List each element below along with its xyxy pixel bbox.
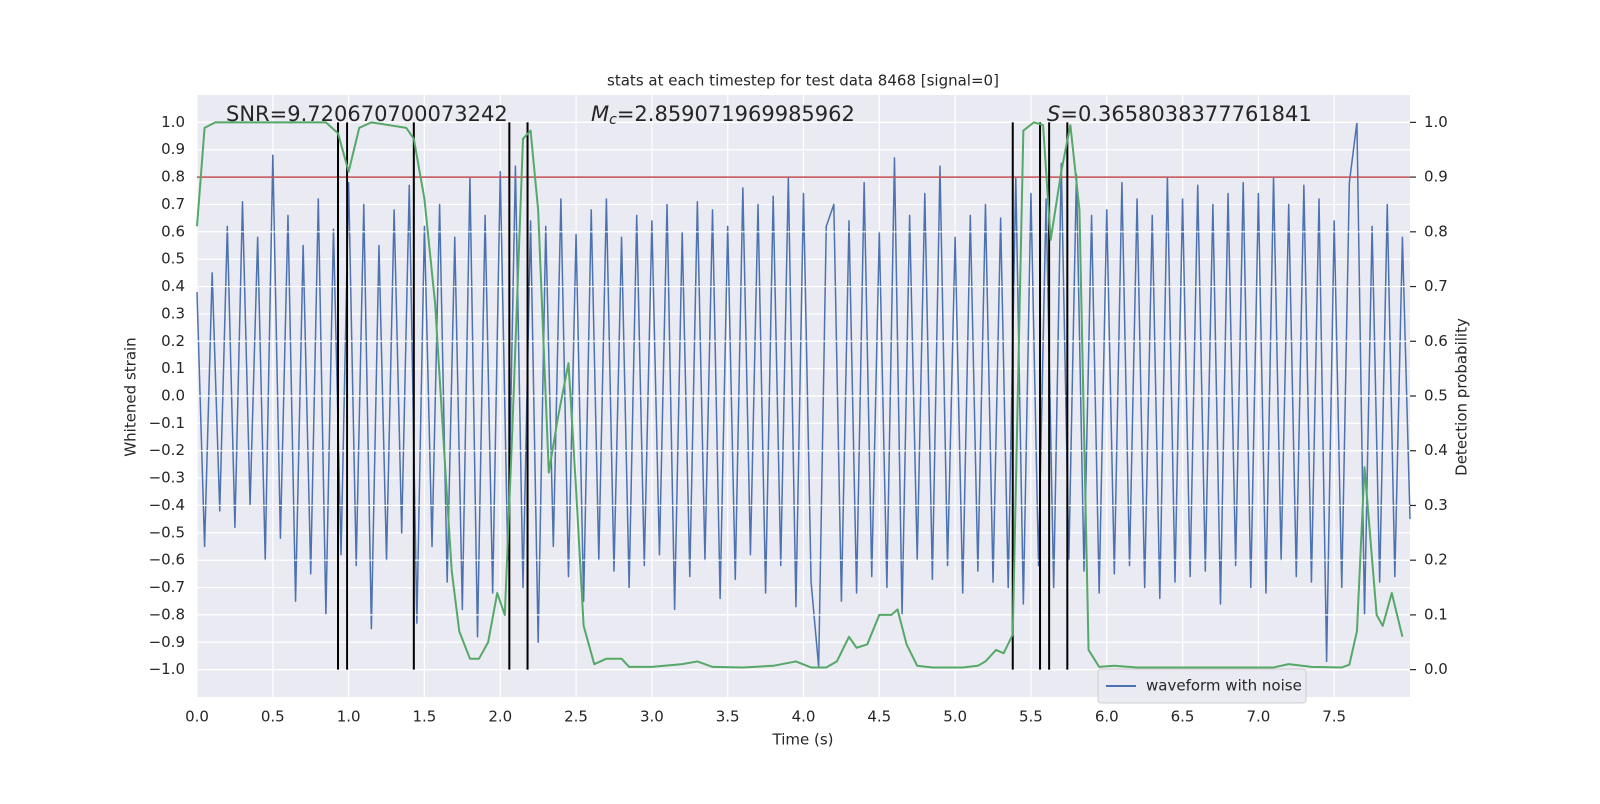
annotation-symbol: S <box>1047 102 1060 126</box>
y-tick-label: 0.9 <box>161 140 185 158</box>
y-tick-label: −0.7 <box>149 578 185 596</box>
annotation: Mc=2.859071969985962 <box>591 102 855 128</box>
y-tick-label: 0.8 <box>161 168 185 186</box>
y2-tick-label: 0.4 <box>1424 441 1448 459</box>
series-line <box>196 121 1404 669</box>
y-tick-label: 0.7 <box>161 195 185 213</box>
x-tick-label: 3.5 <box>716 708 740 726</box>
y2-tick-label: 1.0 <box>1424 113 1448 131</box>
x-tick-label: 6.0 <box>1095 708 1119 726</box>
x-tick-label: 5.5 <box>1019 708 1043 726</box>
y-tick-label: −0.4 <box>149 496 185 514</box>
y2-tick-label: 0.6 <box>1424 332 1448 350</box>
twin-layer <box>196 121 1410 671</box>
annotation-text: =2.859071969985962 <box>617 102 855 126</box>
x-tick-label: 2.0 <box>488 708 512 726</box>
y2-tick-label: 0.1 <box>1424 605 1448 623</box>
y-tick-label: −1.0 <box>149 660 185 678</box>
legend-box <box>1097 668 1307 704</box>
waveform-layer <box>196 121 1411 668</box>
x-tick-label: 6.5 <box>1171 708 1195 726</box>
y-tick-label: −0.3 <box>149 469 185 487</box>
y-tick-label: 0.5 <box>161 250 185 268</box>
y2-tick-label: 0.2 <box>1424 551 1448 569</box>
chart-title: stats at each timestep for test data 846… <box>607 72 999 90</box>
x-tick-label: 1.5 <box>413 708 437 726</box>
x-axis-label: Time (s) <box>772 731 834 749</box>
annotation-subscript: c <box>609 112 617 128</box>
x-tick-label: 4.0 <box>792 708 816 726</box>
y-tick-label: −0.8 <box>149 605 185 623</box>
x-tick-label: 0.0 <box>185 708 209 726</box>
y2-tick-label: 0.0 <box>1424 660 1448 678</box>
y-tick-label: 0.0 <box>161 387 185 405</box>
x-tick-label: 3.0 <box>640 708 664 726</box>
x-tick-label: 0.5 <box>261 708 285 726</box>
y-tick-label: 0.1 <box>161 359 185 377</box>
y2-tick-label: 0.5 <box>1424 387 1448 405</box>
x-tick-label: 1.0 <box>337 708 361 726</box>
x-tick-label: 7.0 <box>1246 708 1270 726</box>
y-tick-label: −0.6 <box>149 551 185 569</box>
y-tick-label: 0.4 <box>161 277 185 295</box>
y2-tick-label: 0.8 <box>1424 222 1448 240</box>
x-tick-label: 5.0 <box>943 708 967 726</box>
y2-tick-label: 0.7 <box>1424 277 1448 295</box>
y-tick-label: −0.2 <box>149 441 185 459</box>
series-line <box>196 121 1411 668</box>
legend-label: waveform with noise <box>1146 677 1302 695</box>
y-tick-label: 0.2 <box>161 332 185 350</box>
x-tick-label: 2.5 <box>564 708 588 726</box>
y2-tick-label: 0.9 <box>1424 168 1448 186</box>
y-tick-label: 0.6 <box>161 222 185 240</box>
legend: waveform with noise <box>1097 668 1307 704</box>
annotation-symbol: M <box>591 102 609 126</box>
x-tick-label: 4.5 <box>867 708 891 726</box>
y2-tick-label: 0.3 <box>1424 496 1448 514</box>
annotation: SNR=9.720670700073242 <box>226 102 508 126</box>
x-tick-label: 7.5 <box>1322 708 1346 726</box>
y-tick-label: 1.0 <box>161 113 185 131</box>
y-tick-label: −0.9 <box>149 633 185 651</box>
annotation: S=0.3658038377761841 <box>1047 102 1312 126</box>
y-axis-label: Whitened strain <box>122 337 140 456</box>
annotation-text: =0.3658038377761841 <box>1060 102 1311 126</box>
y-tick-label: −0.5 <box>149 523 185 541</box>
y-tick-label: 0.3 <box>161 304 185 322</box>
y-tick-label: −0.1 <box>149 414 185 432</box>
y2-axis-label: Detection probability <box>1453 318 1471 476</box>
